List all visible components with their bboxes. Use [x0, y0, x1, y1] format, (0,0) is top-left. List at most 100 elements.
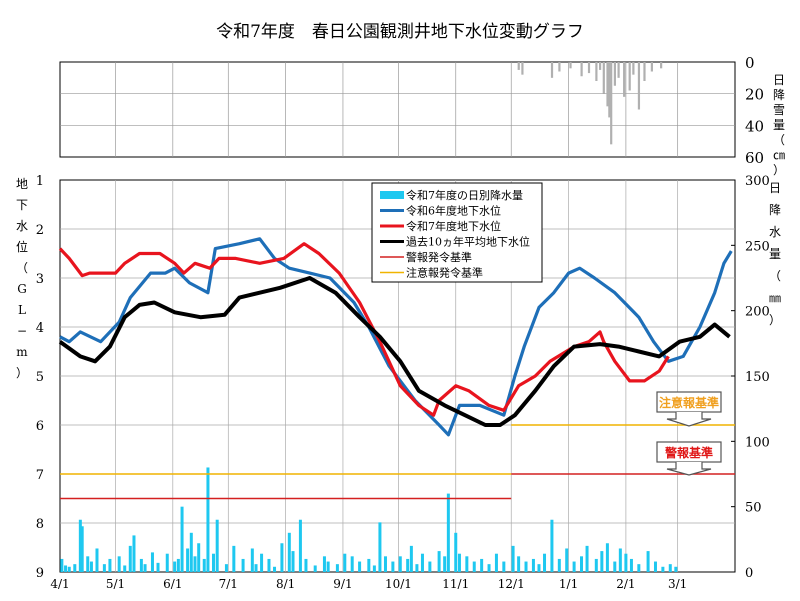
snow-ylabel-char: 日: [773, 73, 785, 87]
ylabel-right-char: ㎜: [769, 291, 781, 305]
precip-bar: [117, 556, 121, 572]
precip-bar: [287, 532, 291, 572]
snow-bar: [517, 62, 520, 70]
ylabel-right-char: ）: [769, 313, 781, 327]
ytick-left-label: 9: [36, 566, 44, 581]
ylabel-left-char: m: [16, 345, 28, 359]
precip-bar: [487, 564, 491, 572]
snow-bar: [606, 62, 609, 107]
snow-ytick-label: 0: [745, 54, 755, 72]
precip-bar: [273, 566, 277, 572]
precip-bar: [446, 493, 450, 572]
precip-bar: [254, 564, 258, 572]
precip-bar: [60, 558, 64, 572]
precip-bar: [260, 553, 264, 572]
ytick-left-label: 6: [36, 419, 44, 434]
snow-bar: [599, 62, 602, 70]
ytick-left-label: 1: [36, 174, 44, 189]
snow-bar: [595, 62, 598, 81]
precip-bar: [326, 561, 330, 572]
ylabel-left-char: G: [17, 282, 27, 296]
ytick-right-label: 300: [745, 174, 770, 189]
snow-bar: [628, 62, 631, 91]
precip-bar: [202, 558, 206, 572]
precip-bar: [350, 556, 354, 572]
water-level-panel: 4/1 5/1 6/1 7/1 8/1 9/1 10/1 11/1 12/1 1/1 2/1 3/1 1…: [16, 174, 781, 591]
annotation-arrow-icon: [666, 462, 712, 476]
snow-bar: [660, 62, 663, 69]
precip-bar: [132, 535, 136, 572]
precip-bar: [637, 564, 641, 572]
legend-label: 令和7年度の日別降水量: [406, 188, 523, 202]
ytick-right-label: 0: [745, 566, 753, 581]
ytick-left-label: 7: [36, 468, 44, 483]
precip-bar: [465, 556, 469, 572]
series-line: [58, 242, 670, 417]
legend-label: 過去10ヵ年平均地下水位: [406, 235, 530, 249]
ylabel-right-char: 量: [769, 247, 781, 261]
precip-bar: [517, 556, 521, 572]
precip-bar: [443, 556, 447, 572]
precip-bar: [531, 558, 535, 572]
legend-swatch: [380, 191, 404, 199]
ytick-right-label: 200: [745, 305, 770, 320]
ytick-left-label: 2: [36, 223, 44, 238]
precip-bar: [215, 519, 219, 572]
snow-ytick-label: 40: [745, 117, 764, 135]
ylabel-left-char: 水: [16, 219, 28, 233]
xtick-label: 7/1: [219, 577, 238, 591]
precip-bar: [298, 519, 302, 572]
snow-bar: [613, 62, 616, 86]
precip-bar: [224, 564, 228, 572]
precip-bar: [594, 558, 598, 572]
snow-bar: [558, 62, 561, 72]
precip-bar: [173, 561, 177, 572]
precip-bar: [668, 564, 672, 572]
snow-bar: [617, 62, 620, 78]
precip-bar: [494, 553, 498, 572]
precip-bar: [428, 561, 432, 572]
precip-bar: [267, 558, 271, 572]
legend-label: 警報発令基準: [406, 250, 472, 264]
annotation-label: 警報基準: [664, 445, 713, 460]
snow-ylabel-char: ）: [773, 163, 785, 177]
precip-bar: [186, 548, 190, 572]
precip-bar: [67, 566, 71, 572]
annotation-label: 注意報基準: [659, 395, 719, 410]
precip-bar: [629, 558, 633, 572]
precip-bar: [572, 561, 576, 572]
xtick-label: 9/1: [333, 577, 352, 591]
series-line: [58, 276, 731, 427]
precip-bar: [372, 565, 376, 572]
xtick-label: 8/1: [276, 577, 295, 591]
precip-bar: [143, 564, 147, 572]
precip-bar: [165, 553, 169, 572]
snow-ylabel-char: 降: [773, 88, 785, 102]
precip-bar: [557, 558, 561, 572]
xtick-label: 2/1: [616, 577, 635, 591]
precip-bar: [358, 561, 362, 572]
ytick-right-label: 150: [745, 370, 770, 385]
chart-title: 令和7年度 春日公園観測井地下水位変動グラフ: [216, 22, 584, 42]
precip-bar: [241, 558, 245, 572]
precip-bar: [480, 558, 484, 572]
precip-bar: [180, 506, 184, 572]
precip-bar: [156, 562, 160, 572]
legend-box: [371, 182, 543, 283]
snow-bar: [580, 62, 583, 77]
precip-bar: [511, 545, 515, 572]
precip-bar: [454, 532, 458, 572]
snow-bar: [521, 62, 524, 75]
snow-bar: [587, 62, 591, 74]
precip-bar: [89, 561, 93, 572]
precip-bar: [580, 556, 584, 572]
ylabel-left-char: L: [18, 303, 26, 317]
xtick-label: 11/1: [442, 577, 469, 591]
precip-bar: [78, 519, 82, 572]
ylabel-left-char: （: [16, 261, 28, 275]
ytick-left-label: 8: [36, 517, 44, 532]
snow-ylabel-char: 量: [773, 118, 785, 132]
precip-bar: [232, 545, 236, 572]
